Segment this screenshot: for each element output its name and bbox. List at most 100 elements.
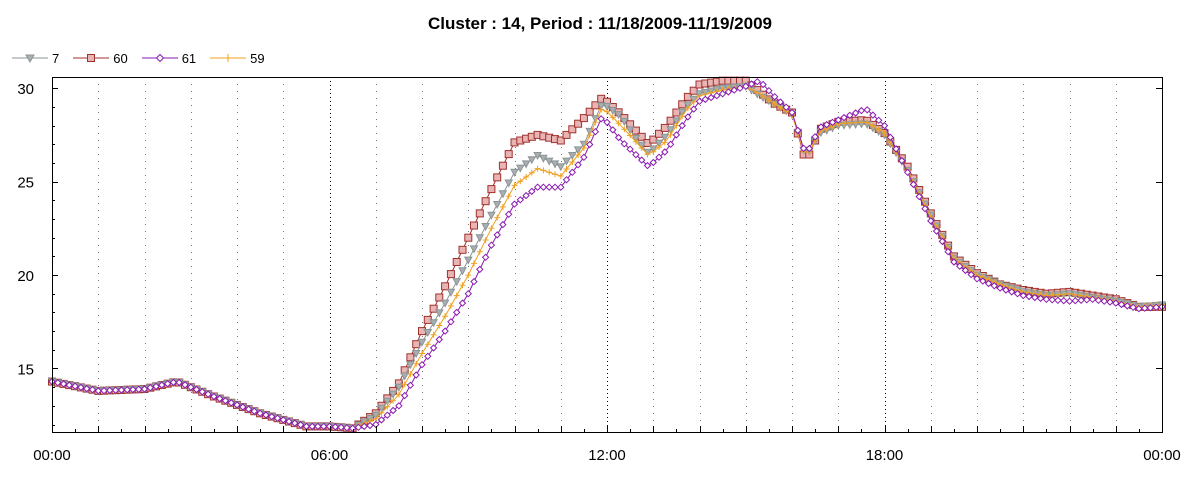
series-61-point-186 [1123, 302, 1132, 310]
series-59-point-83 [528, 169, 535, 176]
series-61-point-9 [100, 386, 108, 395]
series-59-point-87 [552, 171, 558, 178]
legend-item-7: 7 [12, 51, 59, 66]
series-7-point-72 [463, 256, 473, 265]
series-59-point-57 [378, 409, 385, 416]
series-61-point-156 [950, 258, 958, 266]
series-61-point-97 [609, 126, 617, 134]
series-61-point-95 [597, 115, 605, 123]
series-61-point-147 [898, 156, 906, 165]
series-59-point-96 [604, 108, 610, 115]
y-tick-label-3: 30 [17, 81, 34, 98]
series-61-point-78 [499, 220, 507, 229]
series-59-point-93 [586, 132, 593, 139]
series-7-point-86 [544, 157, 554, 166]
legend-label-60: 60 [113, 50, 128, 66]
series-59-point-99 [621, 126, 628, 133]
series-7-point-64 [417, 338, 427, 347]
series-59-point-141 [864, 119, 871, 126]
series-60-point-78 [498, 161, 507, 170]
series-61-point-122 [753, 77, 762, 86]
series-59-point-104 [650, 148, 657, 155]
series-60-point-70 [452, 258, 461, 266]
series-60-point-77 [493, 173, 502, 182]
series-61-point-84 [533, 183, 542, 191]
series-61-point-86 [545, 183, 553, 191]
y-tick-label-2: 25 [17, 175, 34, 192]
series-59-point-80 [511, 182, 518, 189]
series-61-point-27 [204, 390, 212, 398]
series-59-point-94 [592, 119, 599, 126]
series-61-point-101 [632, 150, 640, 159]
series-61-point-91 [574, 161, 582, 169]
series-61-point-82 [522, 191, 530, 200]
series-7-point-75 [481, 223, 490, 232]
series-59-point-108 [673, 122, 680, 129]
series-59-point-107 [667, 131, 674, 138]
series-61-point-36 [256, 409, 264, 418]
series-59-point-92 [580, 145, 587, 151]
series-61-point-21 [169, 378, 178, 387]
series-61-point-81 [516, 196, 525, 204]
series-61-point-13 [123, 385, 131, 394]
series-61-point-26 [198, 388, 207, 396]
x-tick-label-3: 18:00 [866, 447, 904, 464]
series-7-point-91 [573, 146, 583, 155]
series-61-point-39 [273, 414, 282, 422]
series-61-point-180 [1088, 295, 1097, 304]
series-7-point-76 [487, 211, 496, 220]
series-61-point-32 [233, 401, 241, 409]
grid-layer [98, 77, 1117, 432]
series-61-point-30 [221, 396, 230, 405]
series-7-point-57 [377, 404, 386, 413]
series-61-point-10 [106, 386, 114, 395]
series-59-point-86 [546, 169, 553, 176]
series-60 [48, 76, 1166, 433]
series-59-point-105 [656, 144, 662, 151]
series-61-point-167 [1013, 289, 1022, 298]
series-60-point-108 [672, 108, 681, 117]
series-61-point-191 [1152, 303, 1160, 312]
series-61-point-12 [117, 386, 126, 394]
series-61-point-34 [244, 405, 253, 413]
series-61-point-71 [458, 299, 467, 307]
series-61-point-88 [557, 183, 565, 191]
series-61-point-131 [805, 144, 814, 153]
legend-swatch-7 [12, 54, 48, 64]
legend-label-59: 59 [250, 50, 265, 66]
series-61-point-171 [1036, 294, 1045, 303]
series-61-point-92 [580, 153, 588, 162]
series-61-point-7 [88, 385, 97, 394]
series-59-point-75 [482, 237, 489, 243]
series-61-point-127 [782, 103, 790, 111]
series-61-point-185 [1117, 300, 1126, 309]
series-7-point-65 [423, 329, 433, 338]
series-61-point-188 [1135, 304, 1143, 313]
series-60-point-101 [631, 126, 640, 135]
series-61-point-144 [880, 121, 889, 130]
series-7-point-96 [602, 102, 612, 111]
series-61-point-72 [464, 289, 473, 298]
series-59-point-98 [615, 120, 622, 127]
series-61-point-40 [279, 416, 288, 424]
series-7-point-70 [452, 278, 462, 287]
series-61-point-62 [406, 381, 415, 390]
series-61-point-139 [851, 109, 860, 117]
series-61-point-94 [591, 127, 600, 136]
series-61-point-111 [689, 105, 698, 113]
series-61-point-161 [979, 277, 987, 285]
series-61-point-19 [158, 381, 166, 389]
series-61-point-99 [620, 140, 629, 148]
series-61-point-179 [1083, 296, 1091, 304]
series-61-point-80 [510, 200, 519, 208]
series-61-point-189 [1140, 304, 1149, 312]
series-61-point-58 [383, 411, 392, 419]
series-61-point-130 [799, 144, 808, 153]
series-7-point-73 [469, 245, 479, 254]
series-7-point-81 [515, 164, 525, 173]
series-60-point-68 [441, 282, 450, 291]
series-7-point-110 [683, 101, 693, 110]
series-61-point-54 [360, 422, 368, 431]
series-7-point-101 [631, 134, 641, 143]
series-61-point-108 [672, 131, 681, 139]
